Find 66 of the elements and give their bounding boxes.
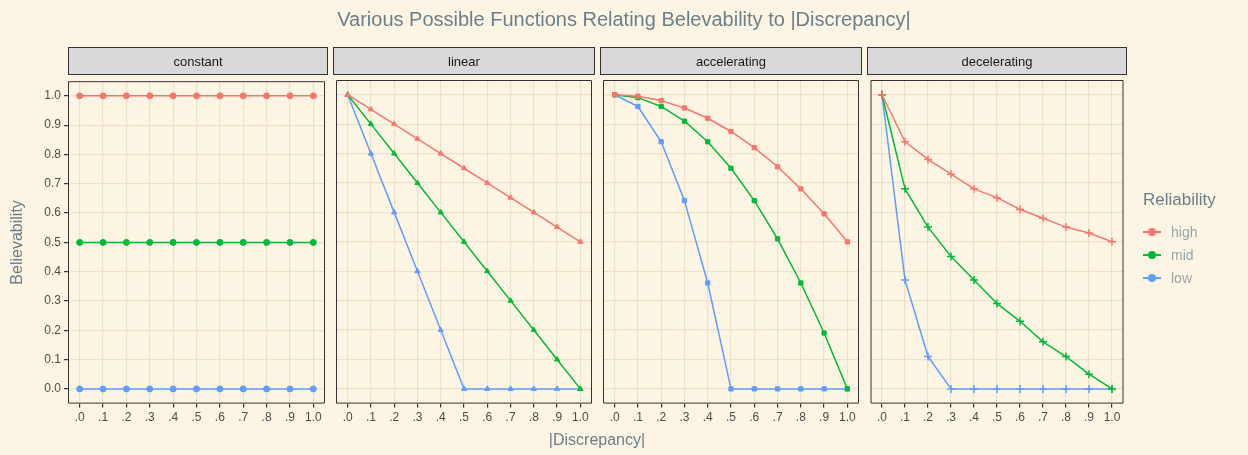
x-tick-label: 1.0 [839,410,857,425]
x-tick-label: .2 [389,410,400,425]
x-tick-label: .7 [772,410,783,425]
x-tick-label: .5 [991,410,1003,425]
chart-subtitle: constant [68,47,328,75]
y-tick-label: 1.0 [44,88,62,103]
y-tick-label: 0.6 [44,205,62,220]
x-tick-label: .4 [435,410,447,425]
x-tick-label: .6 [749,410,760,425]
x-tick-label: .2 [121,410,132,425]
x-tick-label: .3 [412,410,423,425]
x-tick-label: .6 [1014,410,1026,425]
x-tick-label: .8 [795,410,807,425]
x-tick-label: .6 [214,410,226,425]
x-tick-label: .5 [191,410,202,425]
x-tick-label: .3 [144,410,156,425]
x-tick-label: .1 [365,410,377,425]
y-tick-label: 0.1 [44,351,62,366]
x-tick-label: .3 [945,410,957,425]
y-tick-label: 0.5 [44,234,62,249]
x-tick-label: .0 [876,410,888,425]
chart-subtitle: accelerating [600,47,862,75]
y-tick-label: 0.0 [44,381,62,396]
y-tick-label: 0.3 [44,293,62,308]
x-tick-label: .9 [552,410,563,425]
chart-subtitle: linear [333,47,595,75]
x-tick-label: .2 [922,410,934,425]
chart-subtitle: decelerating [867,47,1127,75]
x-tick-label: .9 [819,410,830,425]
x-tick-label: .0 [609,410,620,425]
x-tick-label: .7 [505,410,516,425]
y-axis-title: Believability [8,200,26,285]
x-tick-label: .6 [482,410,493,425]
x-tick-label: .0 [74,410,86,425]
x-tick-label: .8 [261,410,272,425]
x-tick-label: .4 [968,410,980,425]
x-tick-label: .3 [679,410,690,425]
x-tick-label: 1.0 [1103,410,1121,425]
x-tick-label: .8 [528,410,540,425]
x-tick-label: 1.0 [304,410,322,425]
y-tick-label: 0.8 [44,146,62,161]
x-tick-label: .1 [632,410,644,425]
x-tick-label: .9 [1083,410,1095,425]
x-tick-label: .7 [1037,410,1049,425]
legend-label: mid [1171,246,1194,263]
legend-label: low [1171,269,1193,286]
x-axis-title: |Discrepancy| [548,431,646,449]
text: Various Possible Functions Relating Belevability to |Discrepancy| [336,8,912,31]
legend-label: high [1171,223,1198,240]
x-tick-label: .5 [458,410,470,425]
legend-title: Reliability [1143,190,1216,210]
y-tick-label: 0.9 [44,117,62,132]
x-tick-label: .1 [899,410,911,425]
x-tick-label: .4 [168,410,179,425]
x-tick-label: .4 [702,410,714,425]
x-tick-label: .9 [284,410,296,425]
x-tick-label: .5 [725,410,737,425]
x-tick-label: 1.0 [572,410,590,425]
x-tick-label: .8 [1060,410,1072,425]
x-tick-label: .7 [238,410,249,425]
x-tick-label: .0 [342,410,353,425]
y-tick-label: 0.7 [44,176,62,191]
x-tick-label: .1 [98,410,109,425]
y-tick-label: 0.2 [44,322,62,337]
y-tick-label: 0.4 [44,264,62,279]
x-tick-label: .2 [656,410,667,425]
